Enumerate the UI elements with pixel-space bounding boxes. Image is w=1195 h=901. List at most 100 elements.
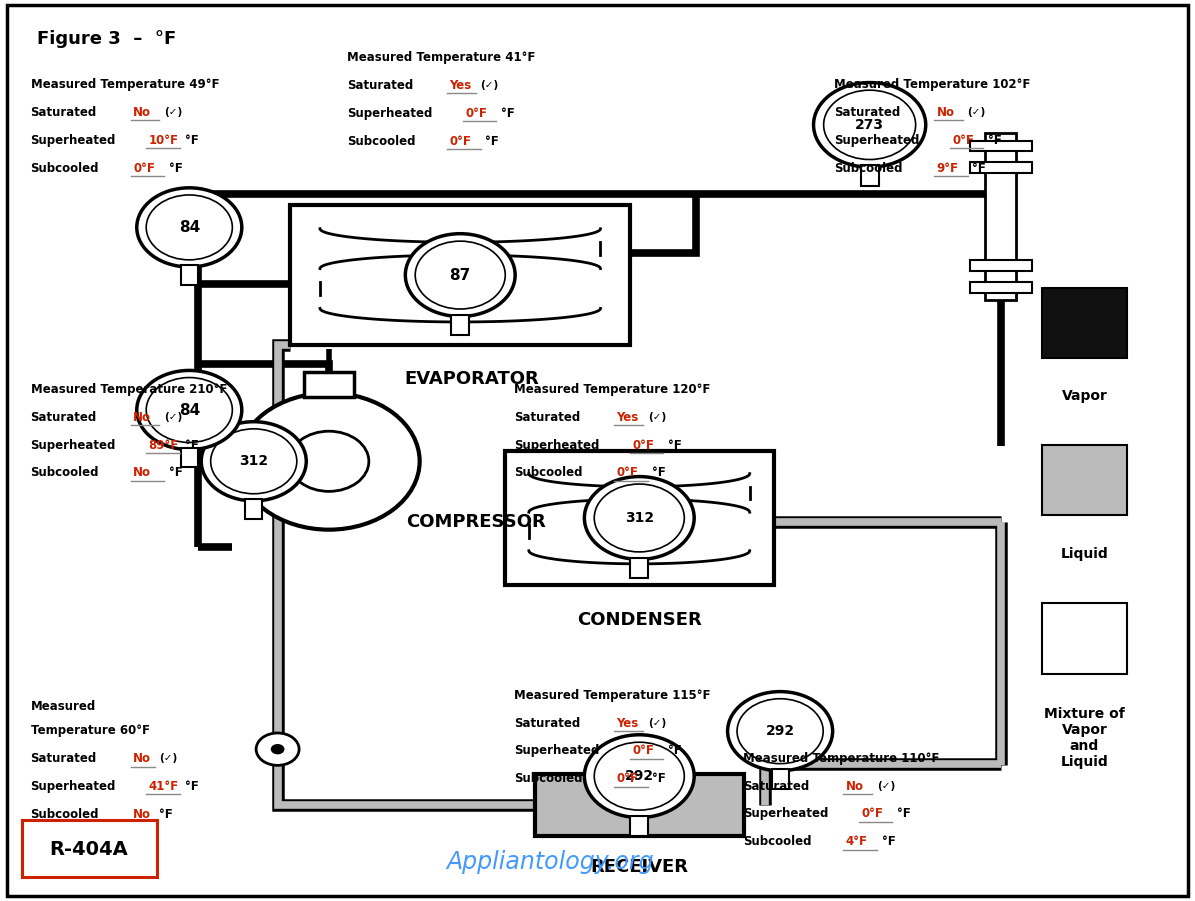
Text: 9°F: 9°F [937, 161, 958, 175]
Text: Measured Temperature 120°F: Measured Temperature 120°F [514, 383, 710, 396]
Text: Measured: Measured [31, 700, 96, 714]
Text: No: No [133, 808, 152, 821]
Bar [180, 265, 197, 285]
Circle shape [728, 692, 833, 770]
Circle shape [136, 370, 241, 450]
Bar [304, 372, 354, 396]
Text: Superheated: Superheated [31, 439, 116, 451]
Text: 0°F: 0°F [952, 133, 974, 147]
Text: Saturated: Saturated [31, 411, 97, 423]
Text: Measured Temperature 110°F: Measured Temperature 110°F [743, 751, 939, 765]
Text: 10°F: 10°F [148, 133, 179, 147]
Text: (✓): (✓) [877, 781, 895, 791]
Text: Superheated: Superheated [514, 744, 600, 758]
Text: Figure 3  –  °F: Figure 3 – °F [37, 31, 176, 49]
Circle shape [584, 477, 694, 560]
Text: 0°F: 0°F [632, 439, 654, 451]
Bar [986, 133, 1017, 300]
Text: 0°F: 0°F [465, 106, 486, 120]
Bar [535, 774, 743, 835]
Circle shape [289, 432, 369, 491]
Text: Superheated: Superheated [834, 133, 919, 147]
Circle shape [737, 698, 823, 764]
Text: 89°F: 89°F [148, 439, 179, 451]
Text: Superheated: Superheated [31, 780, 116, 793]
Circle shape [814, 83, 926, 167]
Text: Measured Temperature 41°F: Measured Temperature 41°F [347, 50, 535, 64]
Text: °F: °F [485, 134, 500, 148]
Text: No: No [846, 779, 864, 793]
Circle shape [238, 393, 419, 530]
Text: °F: °F [159, 808, 173, 821]
Text: No: No [133, 467, 152, 479]
Text: (✓): (✓) [164, 107, 183, 117]
Circle shape [594, 484, 685, 552]
Text: COMPRESSOR: COMPRESSOR [406, 514, 546, 532]
Text: °F: °F [897, 807, 911, 821]
Text: Saturated: Saturated [31, 752, 97, 765]
Bar [452, 314, 468, 335]
Bar [772, 769, 789, 788]
Circle shape [256, 733, 299, 765]
Bar [860, 165, 878, 187]
Text: CONDENSER: CONDENSER [577, 611, 701, 629]
Text: Superheated: Superheated [743, 807, 828, 821]
Text: °F: °F [184, 133, 198, 147]
Text: Subcooled: Subcooled [834, 161, 902, 175]
Text: Liquid: Liquid [1061, 547, 1109, 560]
Text: (✓): (✓) [648, 413, 666, 423]
Text: Subcooled: Subcooled [31, 808, 99, 821]
Text: °F: °F [184, 439, 198, 451]
Text: EVAPORATOR: EVAPORATOR [405, 370, 540, 388]
Text: 84: 84 [179, 220, 200, 235]
Text: Measured Temperature 115°F: Measured Temperature 115°F [514, 688, 711, 702]
Text: °F: °F [184, 780, 198, 793]
Text: 0°F: 0°F [617, 467, 638, 479]
Text: °F: °F [882, 835, 895, 849]
FancyBboxPatch shape [23, 820, 157, 877]
Bar [245, 499, 262, 519]
Bar [1042, 445, 1127, 515]
Text: °F: °F [501, 106, 515, 120]
Text: (✓): (✓) [480, 80, 498, 90]
Text: Yes: Yes [617, 716, 639, 730]
Bar [290, 205, 630, 345]
Bar [1042, 604, 1127, 674]
Text: 84: 84 [179, 403, 200, 417]
Bar [535, 774, 743, 835]
Text: (✓): (✓) [164, 413, 183, 423]
Circle shape [584, 735, 694, 817]
Text: Measured Temperature 102°F: Measured Temperature 102°F [834, 77, 1030, 91]
Text: °F: °F [988, 133, 1001, 147]
Text: Mixture of
Vapor
and
Liquid: Mixture of Vapor and Liquid [1044, 707, 1124, 769]
Circle shape [405, 233, 515, 316]
Bar [631, 558, 648, 578]
Bar [970, 282, 1032, 293]
Circle shape [146, 195, 232, 259]
Text: Measured Temperature 49°F: Measured Temperature 49°F [31, 77, 219, 91]
Text: Superheated: Superheated [31, 133, 116, 147]
Text: 41°F: 41°F [148, 780, 179, 793]
Text: °F: °F [973, 161, 986, 175]
Text: 0°F: 0°F [862, 807, 883, 821]
Text: 4°F: 4°F [846, 835, 868, 849]
Text: No: No [133, 411, 152, 423]
Circle shape [201, 422, 306, 501]
Text: Subcooled: Subcooled [31, 467, 99, 479]
Circle shape [271, 744, 284, 754]
Text: 0°F: 0°F [449, 134, 471, 148]
Text: Subcooled: Subcooled [514, 772, 582, 786]
Text: 0°F: 0°F [632, 744, 654, 758]
Circle shape [210, 429, 296, 494]
Text: (✓): (✓) [968, 107, 986, 117]
Text: Saturated: Saturated [514, 411, 581, 423]
Text: Appliantology.org: Appliantology.org [446, 850, 654, 874]
Text: Saturated: Saturated [743, 779, 809, 793]
Bar [970, 141, 1032, 151]
Text: °F: °F [652, 772, 666, 786]
Circle shape [146, 378, 232, 442]
Text: 273: 273 [856, 118, 884, 132]
Text: 312: 312 [625, 511, 654, 525]
Text: Subcooled: Subcooled [347, 134, 416, 148]
Text: 0°F: 0°F [617, 772, 638, 786]
